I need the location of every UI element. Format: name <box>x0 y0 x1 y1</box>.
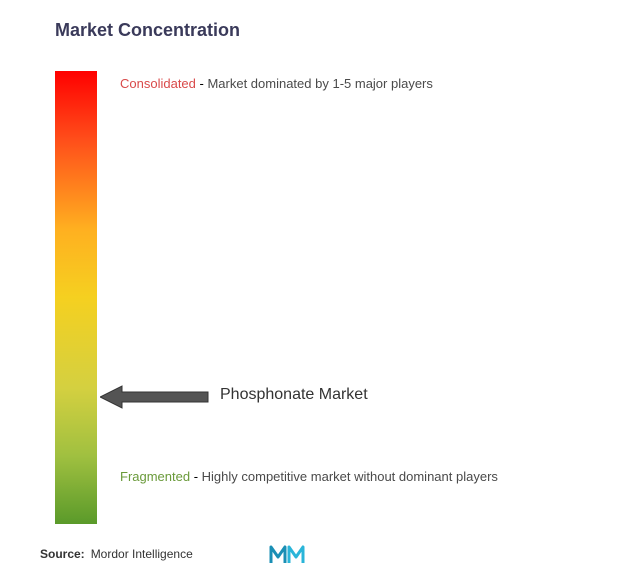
source-value: Mordor Intelligence <box>91 547 193 561</box>
chart-title: Market Concentration <box>55 20 581 41</box>
mordor-logo-icon <box>269 543 309 565</box>
fragmented-label: Fragmented - Highly competitive market w… <box>120 469 498 484</box>
concentration-gradient-bar <box>55 71 97 524</box>
bottom-separator: - <box>190 469 202 484</box>
fragmented-description: Highly competitive market without domina… <box>202 469 498 484</box>
consolidated-key: Consolidated <box>120 76 196 91</box>
consolidated-description: Market dominated by 1-5 major players <box>207 76 432 91</box>
source-row: Source: Mordor Intelligence <box>40 543 309 565</box>
top-separator: - <box>196 76 208 91</box>
source-label: Source: <box>40 547 85 561</box>
marker-arrow-icon <box>100 383 210 411</box>
fragmented-key: Fragmented <box>120 469 190 484</box>
chart-area: Consolidated - Market dominated by 1-5 m… <box>40 71 581 531</box>
consolidated-label: Consolidated - Market dominated by 1-5 m… <box>120 76 433 91</box>
market-name-label: Phosphonate Market <box>220 386 368 404</box>
